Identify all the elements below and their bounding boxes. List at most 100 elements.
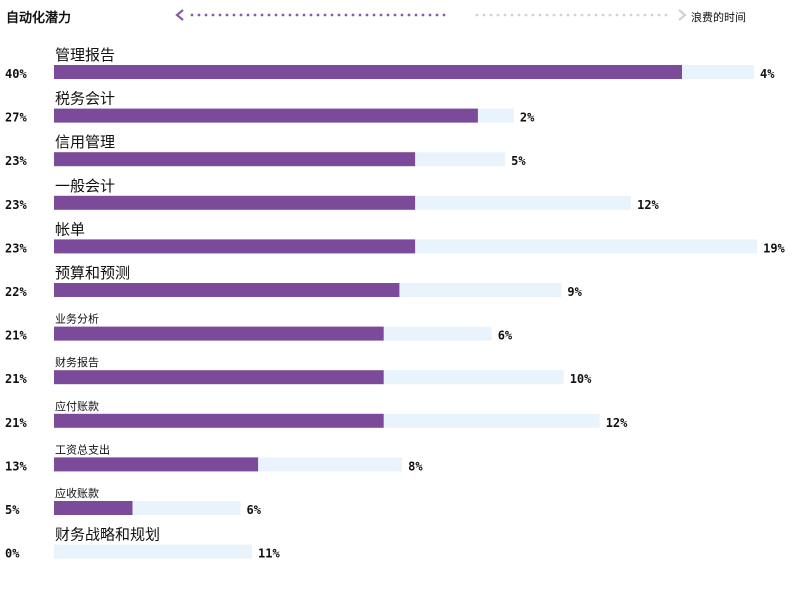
arrow-dot [323,13,327,17]
arrow-dot [421,13,425,17]
automation-value-label: 23% [5,241,27,255]
automation-bar [54,457,259,472]
wasted-time-header: 浪费的时间 [691,11,746,24]
arrow-dot [559,13,563,17]
wasted-time-value-label: 12% [637,198,659,212]
arrow-dot [489,13,493,17]
arrow-dot [531,13,535,17]
arrow-dot [379,13,383,17]
wasted-time-value-label: 5% [511,154,526,168]
arrow-dot [524,13,528,17]
automation-value-label: 21% [5,416,27,430]
arrow-dot [211,13,215,17]
arrow-dot [281,13,285,17]
automation-bar [54,152,416,167]
wasted-time-bar [258,457,403,472]
arrow-dot [580,13,584,17]
arrow-dot [622,13,626,17]
arrow-dot [608,13,612,17]
arrow-dot [351,13,355,17]
category-label: 管理报告 [55,46,115,64]
wasted-time-value-label: 6% [498,329,513,343]
wasted-time-value-label: 10% [570,372,592,386]
wasted-time-value-label: 6% [247,503,262,517]
category-label: 应付账款 [55,399,99,413]
arrow-dot [358,13,362,17]
arrow-dot [288,13,292,17]
arrow-dot [496,13,500,17]
automation-value-label: 21% [5,329,27,343]
category-label: 预算和预测 [55,264,130,282]
wasted-time-bar [477,108,514,123]
category-label: 财务报告 [55,355,99,369]
automation-bar [54,283,400,297]
arrow-dot [545,13,549,17]
arrow-dot [629,13,633,17]
arrow-dot [503,13,507,17]
category-label: 一般会计 [55,177,115,195]
wasted-time-value-label: 8% [408,459,423,473]
chevron-right-icon [678,9,687,21]
arrow-dot [615,13,619,17]
automation-bar [54,413,384,428]
automation-bar [54,195,416,210]
wasted-time-bar [132,501,241,515]
arrow-dot [643,13,647,17]
arrow-dot [232,13,236,17]
arrow-dot [190,13,194,17]
arrow-dot [337,13,341,17]
arrow-dot [197,13,201,17]
arrow-dot [344,13,348,17]
arrow-dot [442,13,446,17]
wasted-time-bar [415,152,506,167]
arrow-dot [386,13,390,17]
wasted-time-bar [383,370,564,385]
arrow-dot [274,13,278,17]
arrow-dot [566,13,570,17]
automation-bar [54,501,133,515]
automation-direction-arrow [175,9,446,21]
category-label: 应收账款 [55,486,99,500]
arrow-dot [482,13,486,17]
automation-bar [54,239,416,254]
automation-bar [54,108,478,123]
arrow-dot [225,13,229,17]
automation-value-label: 22% [5,285,27,299]
automation-value-label: 27% [5,111,27,125]
arrow-dot [365,13,369,17]
arrow-dot [601,13,605,17]
automation-bar [54,65,682,79]
arrow-dot [295,13,299,17]
arrow-dot [664,13,668,17]
automation-bar [54,326,384,341]
arrow-dot [587,13,591,17]
wasted-time-direction-arrow [475,9,687,21]
automation-value-label: 5% [5,503,20,517]
wasted-time-value-label: 12% [606,416,628,430]
arrow-dot [302,13,306,17]
category-label: 财务战略和规划 [55,526,160,544]
arrow-dot [246,13,250,17]
arrow-dot [316,13,320,17]
arrow-dot [636,13,640,17]
arrow-dot [650,13,654,17]
wasted-time-value-label: 11% [258,547,280,561]
chevron-left-icon [175,9,184,21]
wasted-time-bar [682,65,754,79]
wasted-time-value-label: 4% [760,67,775,81]
arrow-dot [414,13,418,17]
automation-value-label: 13% [5,459,27,473]
arrow-dot [253,13,257,17]
arrow-dot [309,13,313,17]
arrow-dot [260,13,264,17]
arrow-dot [657,13,661,17]
category-label: 信用管理 [55,133,115,151]
arrow-dot [218,13,222,17]
arrow-dot [204,13,208,17]
category-label: 税务会计 [55,90,115,108]
wasted-time-bar [415,195,632,210]
arrow-dot [573,13,577,17]
arrow-dot [594,13,598,17]
arrow-dot [435,13,439,17]
